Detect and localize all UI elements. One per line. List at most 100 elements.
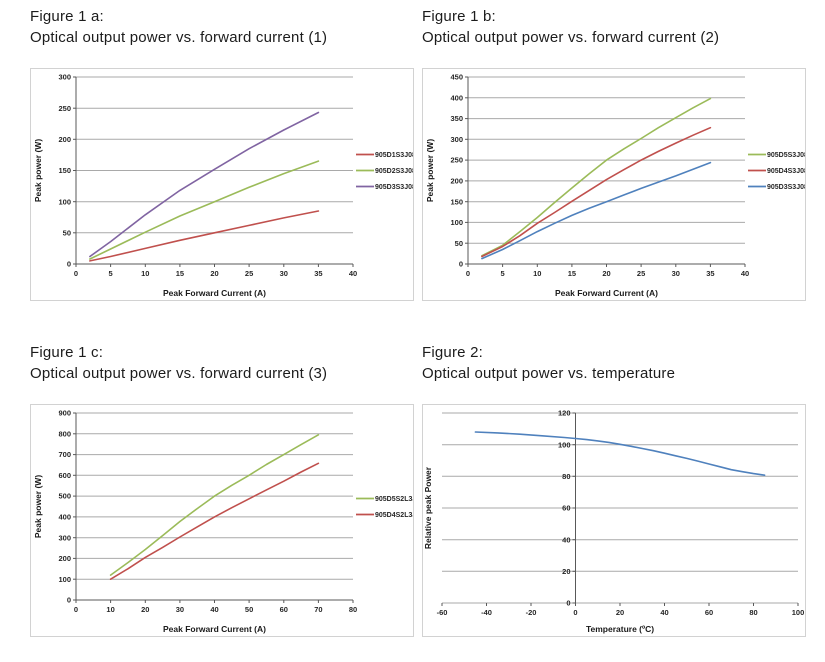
x-tick-label: 15 xyxy=(176,269,184,278)
figure-1a-subheading: Optical output power vs. forward current… xyxy=(30,29,328,46)
figure-1b-chart-panel: 0 50 100 150 200 250 300 350 400 450 0 5 10 15 20 25 30 3… xyxy=(422,68,806,301)
x-tick-label: 10 xyxy=(533,269,541,278)
x-tick-label: 20 xyxy=(616,608,624,617)
y-tick-label: 150 xyxy=(58,166,71,175)
series-line-905D5S2L3J08 xyxy=(109,433,320,576)
series-line-905D5S3J08 xyxy=(481,97,712,257)
y-tick-label: 200 xyxy=(58,554,71,563)
x-tick-label: 20 xyxy=(210,269,218,278)
x-tick-label: 0 xyxy=(573,608,577,617)
y-axis-title: Peak power (W) xyxy=(33,139,43,202)
figure-2-heading: Figure 2: xyxy=(422,344,483,361)
x-tick-label: -40 xyxy=(481,608,492,617)
y-tick-label: 600 xyxy=(58,471,71,480)
x-tick-label: 15 xyxy=(568,269,576,278)
y-tick-label: 350 xyxy=(450,114,463,123)
x-tick-label: 30 xyxy=(280,269,288,278)
y-tick-label: 500 xyxy=(58,492,71,501)
x-axis-title: Peak Forward Current (A) xyxy=(163,288,266,298)
x-tick-label: 30 xyxy=(672,269,680,278)
y-tick-label: 450 xyxy=(450,73,463,82)
figure-1a-heading: Figure 1 a: xyxy=(30,8,104,25)
x-axis-title: Peak Forward Current (A) xyxy=(555,288,658,298)
figure-2-subheading: Optical output power vs. temperature xyxy=(422,365,676,382)
legend-label: 905D4S3J08 xyxy=(767,168,805,175)
figure-1a-chart-panel: 0 50 100 150 200 250 300 0 5 10 15 20 25 30 35 40 Peak F… xyxy=(30,68,414,301)
figure-2-section: Figure 2: Optical output power vs. tempe… xyxy=(422,342,812,637)
y-axis-title: Peak power (W) xyxy=(33,475,43,538)
figure-1c-subheading: Optical output power vs. forward current… xyxy=(30,365,328,382)
y-tick-label: 100 xyxy=(58,197,71,206)
y-tick-label: 700 xyxy=(58,450,71,459)
x-tick-label: 20 xyxy=(141,605,149,614)
y-tick-label: 300 xyxy=(58,73,71,82)
figure-1a-section: Figure 1 a: Optical output power vs. for… xyxy=(30,6,420,301)
y-tick-label: 120 xyxy=(558,409,571,418)
x-tick-label: 5 xyxy=(109,269,113,278)
y-tick-label: 60 xyxy=(562,504,570,513)
y-tick-label: 300 xyxy=(450,135,463,144)
series-line-905D4S2L3J08 xyxy=(109,462,320,580)
y-tick-label: 150 xyxy=(450,197,463,206)
series-line-905D2S3J08 xyxy=(89,160,320,260)
legend-label: 905D5S2L3J08 xyxy=(375,496,413,503)
x-tick-label: 0 xyxy=(74,605,78,614)
figure-2-chart-canvas: 0 20 40 60 80 100 120 -60 -40 -20 0 20 40 60 80 100 Temp… xyxy=(423,409,804,634)
y-tick-label: 250 xyxy=(450,156,463,165)
y-tick-label: 300 xyxy=(58,533,71,542)
y-tick-label: 250 xyxy=(58,104,71,113)
y-tick-label: 900 xyxy=(58,409,71,418)
series-line-905D1S3J08 xyxy=(89,210,320,262)
y-tick-label: 800 xyxy=(58,429,71,438)
y-tick-label: 0 xyxy=(67,260,71,269)
y-tick-label: 0 xyxy=(459,260,463,269)
figure-1c-heading: Figure 1 c: xyxy=(30,344,104,361)
legend-label: 905D3S3J08 xyxy=(375,184,413,191)
x-tick-label: 0 xyxy=(74,269,78,278)
figure-1b-heading: Figure 1 b: xyxy=(422,8,496,25)
y-tick-label: 50 xyxy=(63,228,71,237)
y-tick-label: 40 xyxy=(562,535,570,544)
y-tick-label: 100 xyxy=(58,575,71,584)
series-line-905D3S3J08 xyxy=(481,161,712,260)
x-tick-label: 60 xyxy=(705,608,713,617)
x-tick-label: -60 xyxy=(437,608,448,617)
x-tick-label: 0 xyxy=(466,269,470,278)
x-tick-label: 50 xyxy=(245,605,253,614)
y-tick-label: 200 xyxy=(58,135,71,144)
figure-1a-chart-canvas: 0 50 100 150 200 250 300 0 5 10 15 20 25 30 35 40 Peak F… xyxy=(33,73,413,298)
legend-label: 905D1S3J08 xyxy=(375,152,413,159)
x-tick-label: -20 xyxy=(526,608,537,617)
series-line-905D3S3J08 xyxy=(89,111,320,258)
x-tick-label: 25 xyxy=(637,269,645,278)
legend-label: 905D4S2L3J08 xyxy=(375,512,413,519)
x-tick-label: 70 xyxy=(314,605,322,614)
figure-1c-section: Figure 1 c: Optical output power vs. for… xyxy=(30,342,420,637)
x-tick-label: 40 xyxy=(660,608,668,617)
figure-1b-chart-canvas: 0 50 100 150 200 250 300 350 400 450 0 5 10 15 20 25 30 3… xyxy=(425,73,805,298)
x-tick-label: 30 xyxy=(176,605,184,614)
x-tick-label: 40 xyxy=(349,269,357,278)
x-tick-label: 60 xyxy=(280,605,288,614)
y-axis-title: Relative peak Power xyxy=(423,466,433,549)
y-tick-label: 400 xyxy=(450,93,463,102)
figure-1b-section: Figure 1 b: Optical output power vs. for… xyxy=(422,6,812,301)
x-tick-label: 5 xyxy=(501,269,505,278)
legend-label: 905D5S3J08 xyxy=(767,152,805,159)
x-tick-label: 20 xyxy=(602,269,610,278)
figure-1b-subheading: Optical output power vs. forward current… xyxy=(422,29,720,46)
figure-1c-chart-canvas: 0 100 200 300 400 500 600 700 800 900 0 10 20 30 40 50 6… xyxy=(33,409,413,634)
y-tick-label: 0 xyxy=(566,599,570,608)
y-tick-label: 400 xyxy=(58,513,71,522)
x-tick-label: 80 xyxy=(749,608,757,617)
x-tick-label: 35 xyxy=(314,269,322,278)
x-tick-label: 10 xyxy=(106,605,114,614)
y-tick-label: 100 xyxy=(558,440,571,449)
y-tick-label: 20 xyxy=(562,567,570,576)
legend-label: 905D3S3J08 xyxy=(767,184,805,191)
y-axis-title: Peak power (W) xyxy=(425,139,435,202)
y-tick-label: 50 xyxy=(455,239,463,248)
y-tick-label: 100 xyxy=(450,218,463,227)
x-axis-title: Temperature (ºC) xyxy=(586,624,654,634)
x-tick-label: 80 xyxy=(349,605,357,614)
